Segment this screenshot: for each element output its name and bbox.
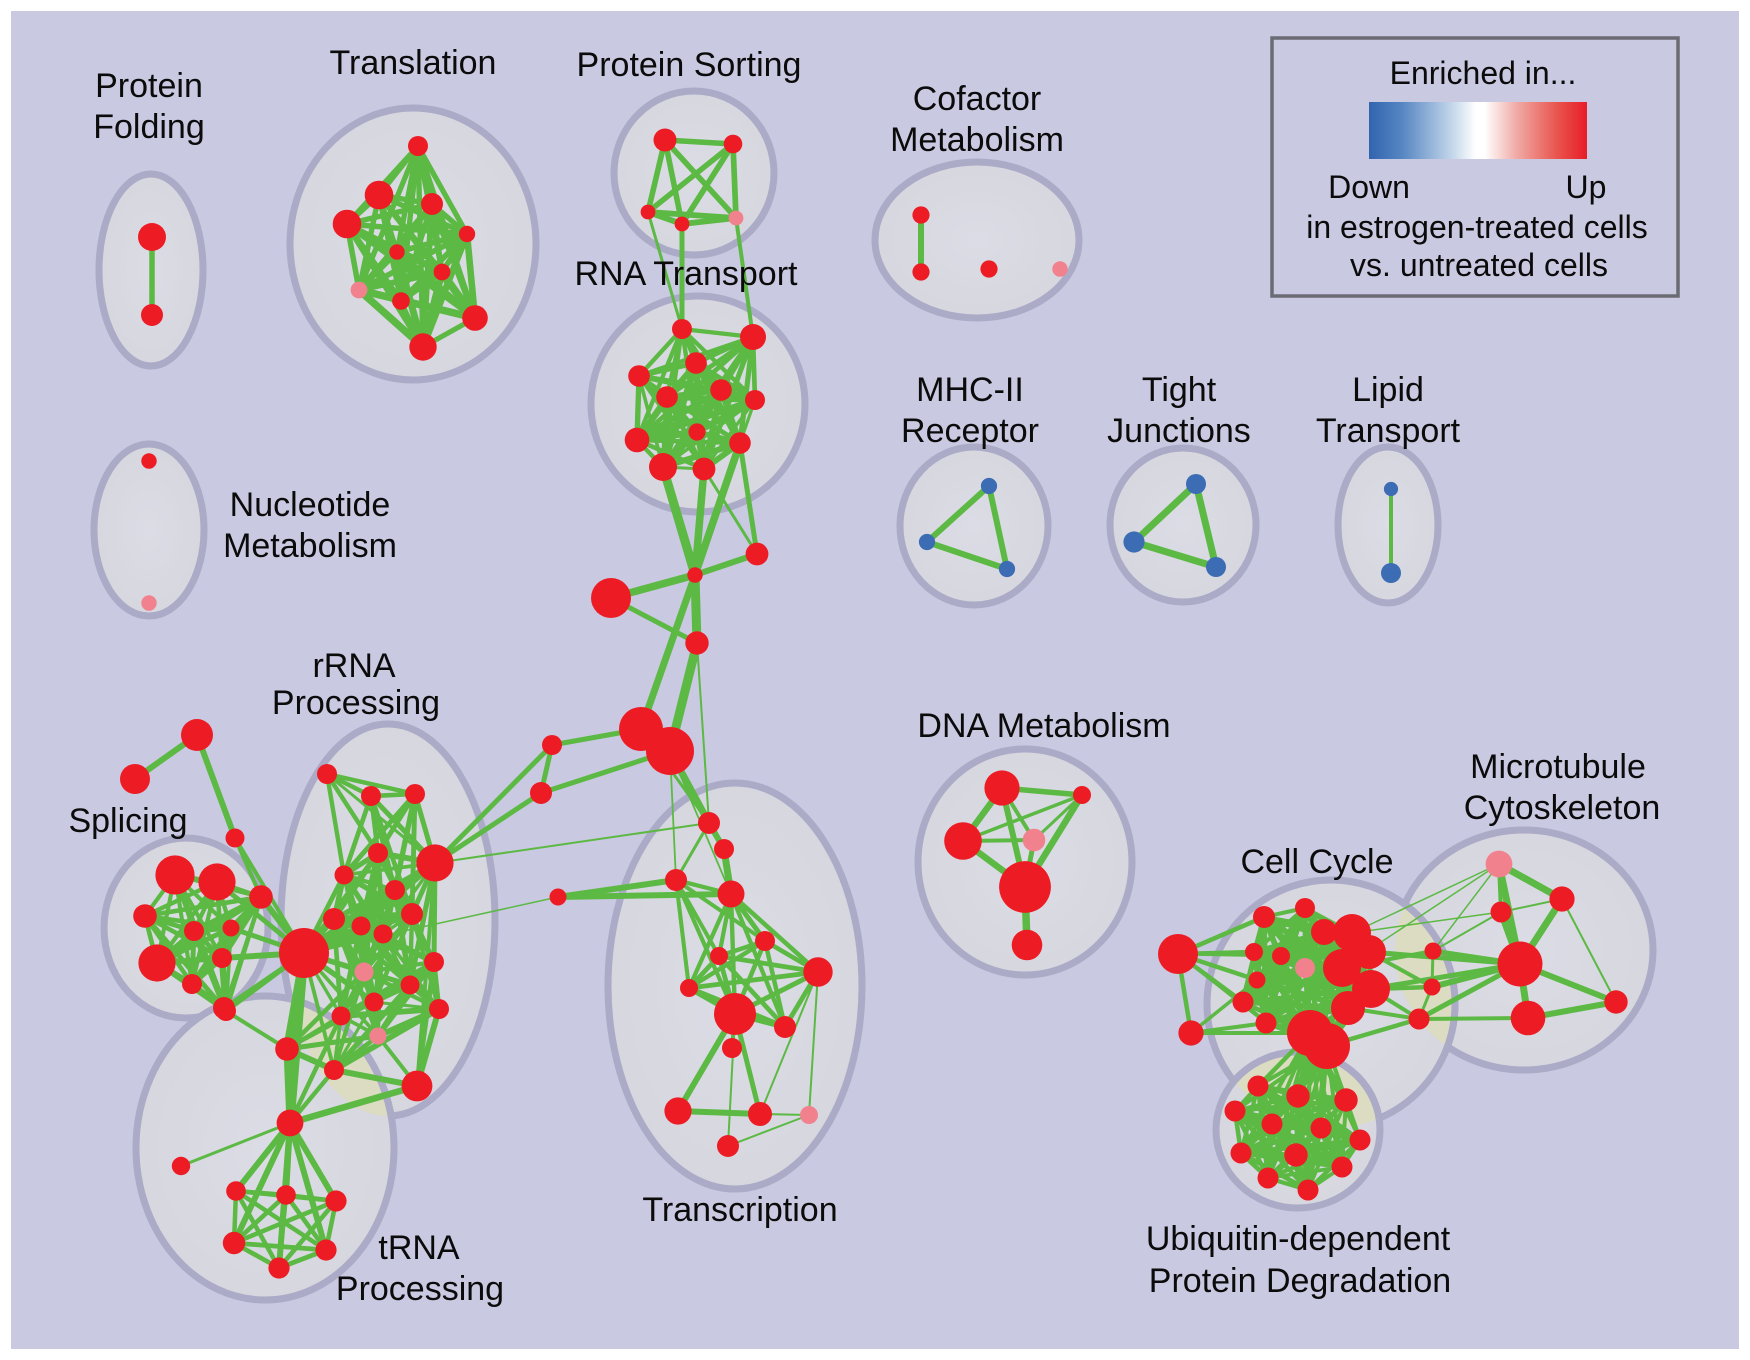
svg-text:in estrogen-treated cells: in estrogen-treated cells bbox=[1306, 209, 1648, 245]
svg-text:Splicing: Splicing bbox=[68, 802, 187, 840]
svg-text:Transcription: Transcription bbox=[642, 1191, 837, 1229]
svg-text:Cytoskeleton: Cytoskeleton bbox=[1464, 789, 1661, 827]
svg-text:MHC-II: MHC-II bbox=[916, 371, 1024, 409]
svg-text:Translation: Translation bbox=[330, 44, 497, 82]
svg-text:Tight: Tight bbox=[1142, 371, 1217, 409]
svg-text:Microtubule: Microtubule bbox=[1470, 748, 1646, 786]
svg-text:Folding: Folding bbox=[93, 108, 205, 146]
svg-text:Processing: Processing bbox=[336, 1270, 504, 1308]
svg-text:Protein Degradation: Protein Degradation bbox=[1149, 1262, 1451, 1300]
svg-text:DNA Metabolism: DNA Metabolism bbox=[917, 707, 1170, 745]
svg-text:Ubiquitin-dependent: Ubiquitin-dependent bbox=[1146, 1220, 1451, 1258]
svg-text:Junctions: Junctions bbox=[1107, 412, 1251, 450]
svg-text:Protein: Protein bbox=[95, 67, 203, 105]
svg-text:Down: Down bbox=[1328, 169, 1410, 205]
svg-text:Cofactor: Cofactor bbox=[913, 80, 1042, 118]
svg-text:rRNA: rRNA bbox=[312, 647, 395, 685]
svg-text:Enriched in...: Enriched in... bbox=[1390, 55, 1577, 91]
svg-text:Nucleotide: Nucleotide bbox=[230, 486, 391, 524]
svg-text:Protein Sorting: Protein Sorting bbox=[577, 46, 802, 84]
svg-text:Up: Up bbox=[1566, 169, 1607, 205]
svg-text:Transport: Transport bbox=[1316, 412, 1461, 450]
svg-text:Metabolism: Metabolism bbox=[890, 121, 1064, 159]
svg-text:Receptor: Receptor bbox=[901, 412, 1039, 450]
svg-text:Cell Cycle: Cell Cycle bbox=[1240, 843, 1393, 881]
svg-text:RNA Transport: RNA Transport bbox=[575, 255, 799, 293]
svg-text:vs. untreated cells: vs. untreated cells bbox=[1350, 247, 1608, 283]
svg-text:tRNA: tRNA bbox=[378, 1229, 460, 1267]
svg-text:Metabolism: Metabolism bbox=[223, 527, 397, 565]
svg-text:Lipid: Lipid bbox=[1352, 371, 1424, 409]
svg-text:Processing: Processing bbox=[272, 684, 440, 722]
